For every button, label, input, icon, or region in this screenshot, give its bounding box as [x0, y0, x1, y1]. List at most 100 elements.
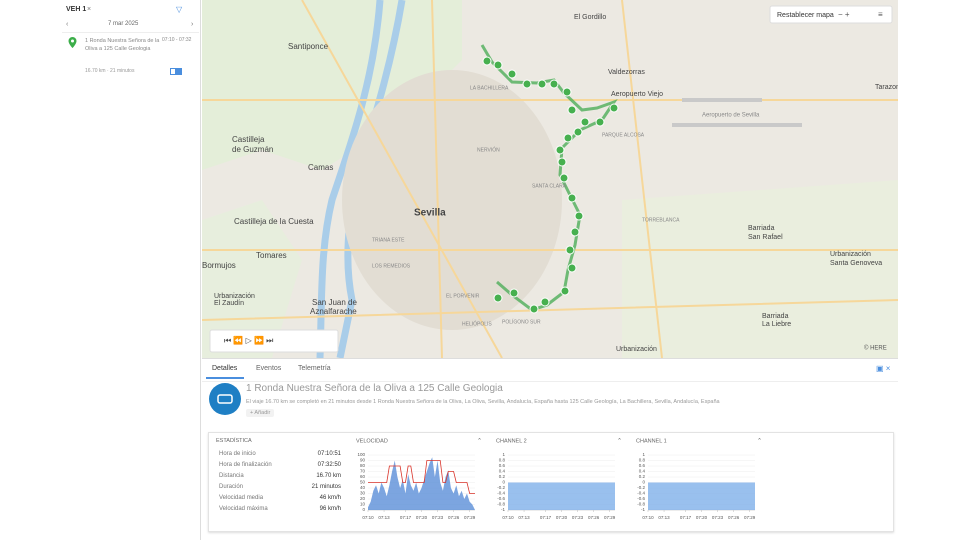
tab[interactable]: Eventos [256, 365, 282, 372]
map-label: Bormujos [202, 261, 236, 270]
map-label: Valdezorras [608, 69, 645, 76]
cards [208, 432, 894, 532]
map-label: Urbanización [830, 251, 871, 258]
toggle[interactable] [170, 68, 182, 75]
stat-value: 07:10:51 [317, 451, 341, 457]
stat-value: 96 km/h [319, 506, 341, 512]
x-tick-label: 07:20 [416, 515, 428, 520]
y-tick-label: 0 [502, 480, 505, 485]
date[interactable]: 7 mar 2025 [108, 21, 139, 27]
panel: Detalles Eventos Telemetría ▣ × 1 Ronda … [202, 358, 898, 541]
x-tick-label: 07:10 [362, 515, 374, 520]
x-tick-label: 07:29 [604, 515, 616, 520]
tab-underline [206, 377, 244, 379]
map-label: Barriada [762, 313, 789, 320]
prev[interactable]: ‹ [66, 21, 69, 28]
reset-map[interactable]: Restablecer mapa [777, 12, 834, 19]
map-label: Camas [308, 163, 333, 172]
stat-label: Distancia [219, 473, 244, 479]
y-tick-label: -0.2 [497, 485, 505, 490]
x-tick-label: 07:23 [432, 515, 444, 520]
panel-icons[interactable]: ▣ × [876, 364, 891, 373]
map-label: NERVIÓN [477, 146, 500, 153]
stats-title: ESTADÍSTICA [216, 438, 252, 444]
line [368, 460, 475, 494]
y-tick-label: 0.6 [499, 463, 506, 468]
map-toolbar [769, 5, 893, 24]
stat-value: 21 minutos [311, 484, 341, 490]
x-tick-label: 07:10 [502, 515, 514, 520]
add-tag[interactable]: + Añadir [246, 409, 275, 417]
y-tick-label: 20 [360, 496, 366, 501]
y-tick-label: -0.4 [497, 491, 505, 496]
y-tick-label: 0.2 [499, 474, 506, 479]
menu[interactable]: ≡ [878, 10, 883, 19]
map-label: Tomares [256, 251, 287, 260]
map-label: San Juan de [312, 298, 357, 307]
x-tick-label: 07:13 [518, 515, 530, 520]
tab[interactable]: Detalles [212, 365, 238, 372]
map-label: Urbanización [616, 346, 657, 353]
player-controls[interactable]: ⏮ ⏪ ▷ ⏩ ⏭ [224, 335, 273, 345]
x-tick-label: 07:23 [712, 515, 724, 520]
map-label: LA BACHILLERA [470, 85, 509, 91]
close[interactable]: × [87, 6, 92, 13]
map-label: TRIANA ESTE [372, 237, 405, 243]
trip-title[interactable]: 1 Ronda Nuestra Señora de la Oliva a 125… [85, 38, 160, 52]
y-tick-label: 1 [642, 452, 645, 457]
y-tick-label: 0.8 [499, 458, 506, 463]
city [342, 70, 562, 330]
trip-title: 1 Ronda Nuestra Señora de la Oliva a 125… [246, 383, 503, 394]
map-label: El Gordillo [574, 14, 606, 21]
tab[interactable]: Telemetría [298, 365, 331, 372]
map-label: Urbanización [214, 293, 255, 300]
map-label: El Zaudín [214, 300, 244, 307]
route-markers [482, 56, 619, 314]
map-label: Castilleja [232, 135, 265, 144]
stat-label: Hora de inicio [219, 451, 256, 457]
map-label: SANTA CLARA [532, 183, 567, 189]
map-label: POLÍGONO SUR [502, 318, 541, 325]
map-label: Aeropuerto Viejo [611, 91, 663, 98]
y-tick-label: -1 [641, 507, 645, 512]
y-tick-label: 0.6 [639, 463, 646, 468]
x-tick-label: 07:26 [588, 515, 600, 520]
map-label: EL PORVENIR [446, 293, 480, 299]
y-tick-label: 0.4 [639, 469, 646, 474]
x-tick-label: 07:23 [572, 515, 584, 520]
area [508, 482, 615, 510]
filter[interactable]: ▽ [176, 5, 183, 14]
divider [62, 32, 199, 33]
map-label: Tarazona [875, 84, 898, 91]
trip-summary: 16.70 km · 21 minutos [85, 68, 135, 74]
map-label: TORREBLANCA [642, 217, 680, 223]
y-tick-label: -1 [501, 507, 505, 512]
y-tick-label: 10 [360, 502, 366, 507]
player [209, 329, 339, 353]
y-tick-label: 0 [362, 507, 365, 512]
y-tick-label: -0.8 [497, 502, 505, 507]
y-tick-label: -0.8 [637, 502, 645, 507]
x-tick-label: 07:26 [728, 515, 740, 520]
divider [202, 381, 898, 382]
map-label: PARQUE ALCOSA [602, 132, 645, 138]
map-label: LOS REMEDIOS [372, 263, 411, 269]
zoom-out[interactable]: − + [838, 10, 850, 19]
x-tick-label: 07:20 [696, 515, 708, 520]
stat-value: 16.70 km [316, 473, 341, 479]
next[interactable]: › [191, 21, 194, 28]
map-label: Santa Genoveva [830, 260, 882, 267]
x-tick-label: 07:29 [744, 515, 756, 520]
area [648, 482, 755, 510]
y-tick-label: -0.6 [637, 496, 645, 501]
map-label: Aeropuerto de Sevilla [702, 113, 760, 119]
y-tick-label: 80 [360, 463, 366, 468]
runway [672, 98, 802, 127]
y-tick-label: 0.4 [499, 469, 506, 474]
trip-description: El viaje 16.70 km se completó en 21 minu… [246, 399, 720, 405]
map-label: La Liebre [762, 321, 791, 328]
y-tick-label: 100 [357, 452, 365, 457]
vehicle: VEH 1 [66, 6, 87, 13]
